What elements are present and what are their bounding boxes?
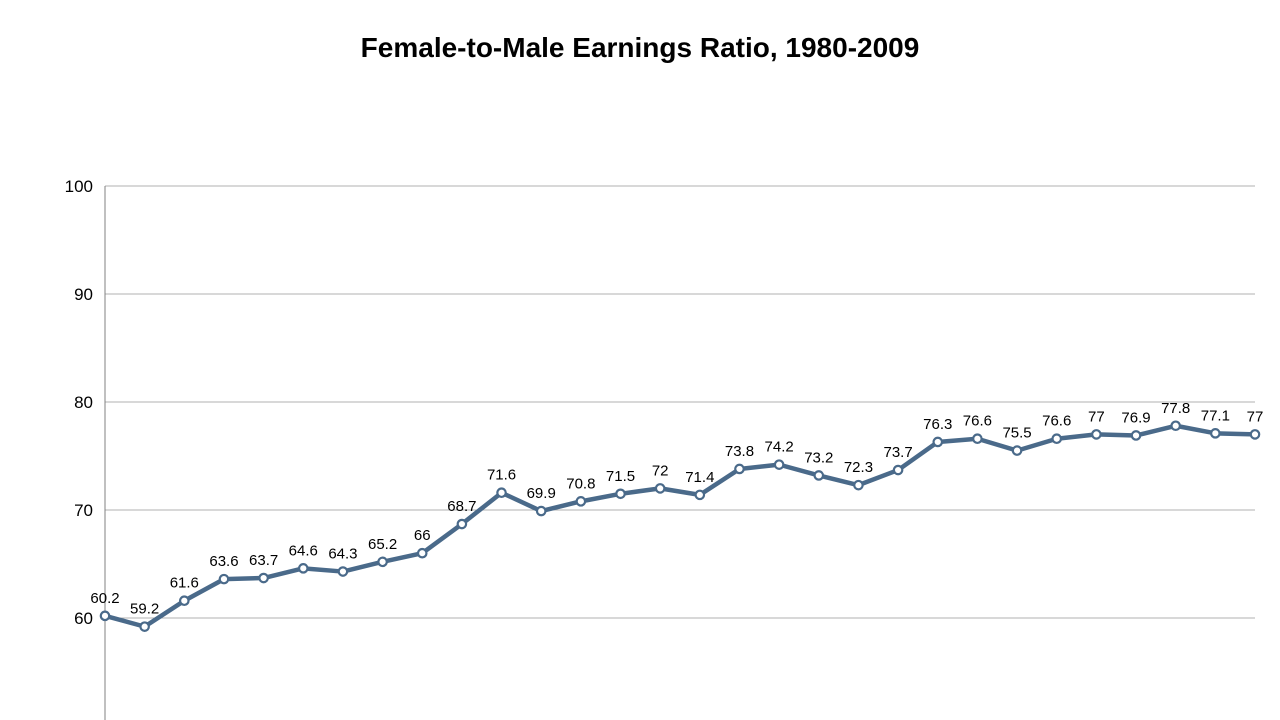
data-marker bbox=[656, 484, 664, 492]
data-label: 76.6 bbox=[963, 413, 992, 430]
data-label: 60.2 bbox=[90, 590, 119, 607]
data-label: 75.5 bbox=[1002, 425, 1031, 442]
data-label: 73.7 bbox=[884, 444, 913, 461]
line-chart-svg: 5060708090100198019821984198619881990199… bbox=[0, 68, 1280, 720]
data-marker bbox=[577, 497, 585, 505]
data-marker bbox=[1092, 430, 1100, 438]
data-label: 76.9 bbox=[1121, 409, 1150, 426]
y-tick-label: 80 bbox=[74, 393, 93, 412]
data-marker bbox=[696, 491, 704, 499]
data-marker bbox=[497, 489, 505, 497]
data-marker bbox=[1171, 422, 1179, 430]
data-label: 68.7 bbox=[447, 498, 476, 515]
data-label: 73.8 bbox=[725, 443, 754, 460]
data-label: 64.3 bbox=[328, 546, 357, 563]
data-label: 77 bbox=[1088, 408, 1105, 425]
data-label: 72 bbox=[652, 462, 669, 479]
data-label: 63.6 bbox=[209, 553, 238, 570]
data-label: 61.6 bbox=[170, 575, 199, 592]
data-label: 70.8 bbox=[566, 475, 595, 492]
data-marker bbox=[894, 466, 902, 474]
data-label: 77.8 bbox=[1161, 400, 1190, 417]
data-marker bbox=[259, 574, 267, 582]
data-label: 64.6 bbox=[289, 542, 318, 559]
data-label: 74.2 bbox=[765, 439, 794, 456]
y-tick-label: 100 bbox=[65, 177, 93, 196]
data-marker bbox=[537, 507, 545, 515]
data-marker bbox=[735, 465, 743, 473]
data-line bbox=[105, 426, 1255, 627]
y-tick-label: 60 bbox=[74, 609, 93, 628]
chart-title: Female-to-Male Earnings Ratio, 1980-2009 bbox=[0, 0, 1280, 68]
data-label: 66 bbox=[414, 527, 431, 544]
data-label: 63.7 bbox=[249, 552, 278, 569]
data-marker bbox=[775, 460, 783, 468]
data-label: 65.2 bbox=[368, 536, 397, 553]
data-marker bbox=[101, 612, 109, 620]
data-marker bbox=[180, 597, 188, 605]
data-label: 76.3 bbox=[923, 416, 952, 433]
data-marker bbox=[854, 481, 862, 489]
data-label: 59.2 bbox=[130, 601, 159, 618]
data-label: 73.2 bbox=[804, 449, 833, 466]
data-marker bbox=[458, 520, 466, 528]
data-marker bbox=[140, 622, 148, 630]
data-marker bbox=[1053, 435, 1061, 443]
y-tick-label: 90 bbox=[74, 285, 93, 304]
data-marker bbox=[1251, 430, 1259, 438]
data-marker bbox=[1132, 431, 1140, 439]
data-label: 72.3 bbox=[844, 459, 873, 476]
data-label: 77.1 bbox=[1201, 407, 1230, 424]
data-label: 71.4 bbox=[685, 469, 714, 486]
data-marker bbox=[299, 564, 307, 572]
data-marker bbox=[378, 558, 386, 566]
data-label: 71.6 bbox=[487, 467, 516, 484]
data-marker bbox=[815, 471, 823, 479]
data-marker bbox=[616, 490, 624, 498]
data-marker bbox=[973, 435, 981, 443]
chart-area: 5060708090100198019821984198619881990199… bbox=[0, 68, 1280, 720]
data-label: 71.5 bbox=[606, 468, 635, 485]
data-marker bbox=[1013, 446, 1021, 454]
data-marker bbox=[418, 549, 426, 557]
data-marker bbox=[339, 567, 347, 575]
data-label: 77 bbox=[1247, 408, 1264, 425]
data-label: 76.6 bbox=[1042, 413, 1071, 430]
y-tick-label: 70 bbox=[74, 501, 93, 520]
data-marker bbox=[1211, 429, 1219, 437]
data-marker bbox=[934, 438, 942, 446]
data-marker bbox=[220, 575, 228, 583]
data-label: 69.9 bbox=[527, 485, 556, 502]
